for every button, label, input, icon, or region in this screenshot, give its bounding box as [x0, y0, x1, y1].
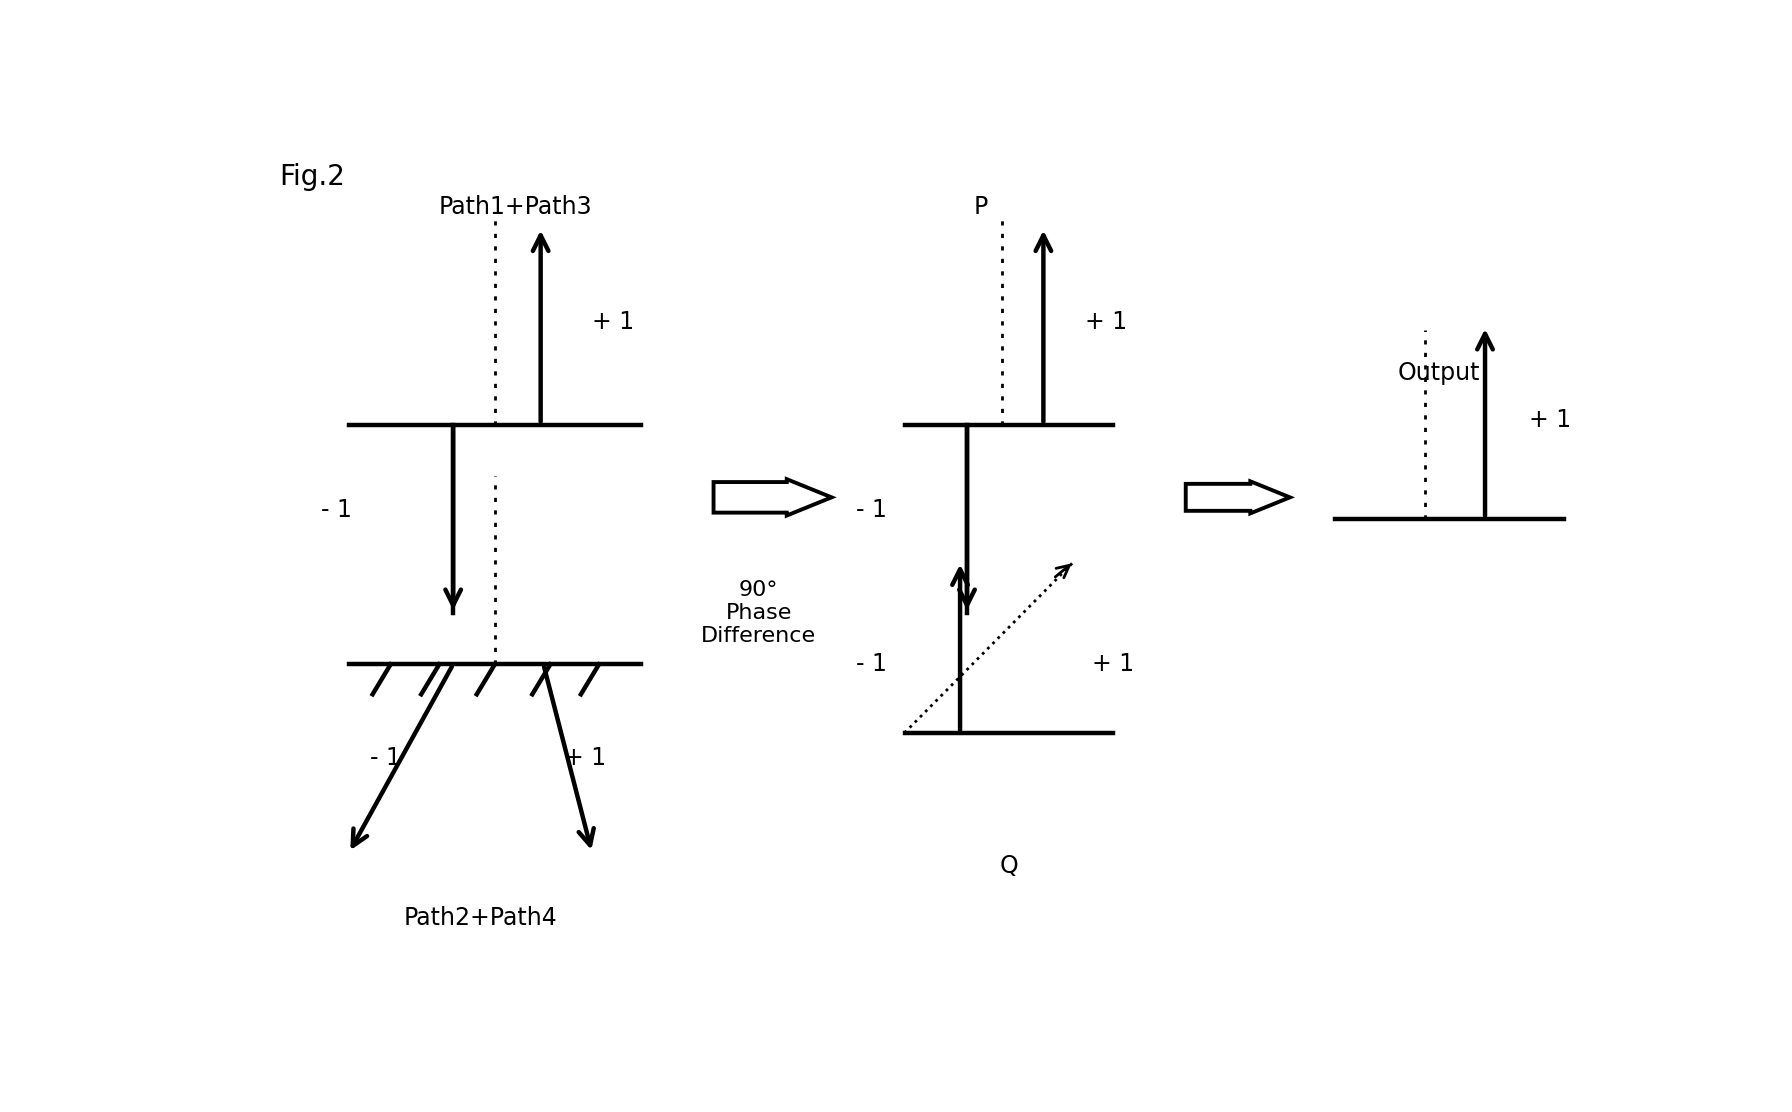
Text: - 1: - 1	[321, 498, 351, 523]
Text: + 1: + 1	[1086, 310, 1127, 334]
Text: - 1: - 1	[369, 746, 401, 771]
Polygon shape	[1186, 481, 1290, 514]
Text: - 1: - 1	[857, 498, 887, 523]
Text: - 1: - 1	[857, 653, 887, 676]
Text: Q: Q	[1000, 854, 1018, 878]
Text: + 1: + 1	[564, 746, 606, 771]
Text: + 1: + 1	[591, 310, 634, 334]
Text: + 1: + 1	[1091, 653, 1134, 676]
Text: Path1+Path3: Path1+Path3	[439, 195, 593, 219]
Text: P: P	[973, 195, 987, 219]
Text: Output: Output	[1398, 361, 1480, 385]
Text: 90°
Phase
Difference: 90° Phase Difference	[701, 579, 815, 646]
Polygon shape	[713, 479, 831, 516]
Text: Path2+Path4: Path2+Path4	[403, 906, 557, 930]
Text: Fig.2: Fig.2	[280, 163, 346, 191]
Text: + 1: + 1	[1530, 408, 1572, 433]
